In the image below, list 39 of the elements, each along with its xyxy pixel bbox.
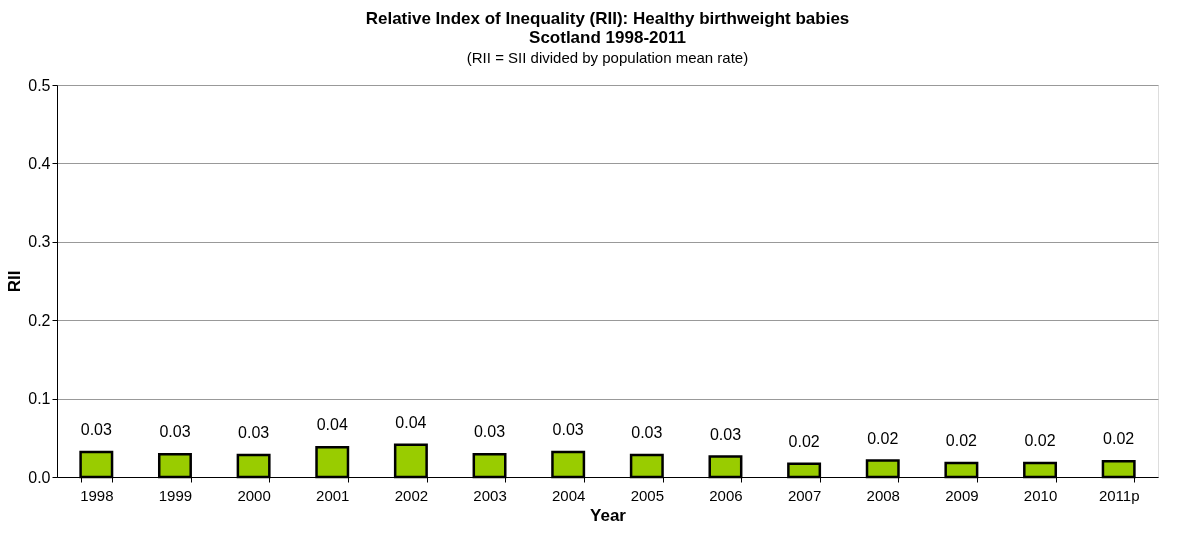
y-tick-label: 0.2 [28,311,51,329]
text: (RII = SII divided by population mean rate) [466,49,749,66]
x-tick-label: 1998 [80,486,114,504]
x-tick-label: 2001 [316,486,350,504]
x-tick-label: 2008 [866,486,900,504]
y-tick-label: 0.0 [28,468,51,486]
data-label: 0.02 [945,431,978,449]
x-tick-label: 2007 [787,486,822,504]
data-label: 0.03 [80,420,112,438]
y-tick-label: 0.1 [28,390,51,408]
y-tick-label: 0.5 [28,76,51,94]
data-label: 0.02 [1024,431,1056,449]
data-label: 0.02 [788,432,820,450]
data-label: 0.04 [395,413,427,431]
x-tick-label: 2006 [709,486,743,504]
x-tick-label: 2002 [394,486,429,504]
y-tick-label: 0.3 [28,233,51,251]
data-label: 0.02 [1103,430,1135,448]
x-tick-label: 2011p [1098,486,1140,504]
x-tick-label: 1999 [158,486,193,504]
data-label: 0.03 [709,425,742,443]
x-tick-label: 2005 [630,486,665,504]
data-label: 0.03 [552,420,584,438]
data-label: 0.03 [473,423,506,441]
data-label: 0.03 [631,424,663,442]
x-tick-label: 2010 [1023,486,1058,504]
x-tick-label: 2003 [473,486,507,504]
x-tick-label: 2004 [551,486,586,504]
y-axis-title: RII [5,270,25,293]
x-axis-title: Year [590,505,627,525]
data-label: 0.03 [159,423,191,441]
x-tick-label: 2009 [945,486,979,504]
data-label: 0.04 [316,416,348,434]
x-tick-label: 2000 [237,486,271,504]
data-label: 0.03 [238,424,270,442]
chart-title: Relative Index of Inequality (RII): Healthy birthweight babies [365,9,850,28]
y-tick-label: 0.4 [28,154,51,172]
chart-subtitle: Scotland 1998-2011 [529,28,686,47]
data-label: 0.02 [867,429,899,447]
